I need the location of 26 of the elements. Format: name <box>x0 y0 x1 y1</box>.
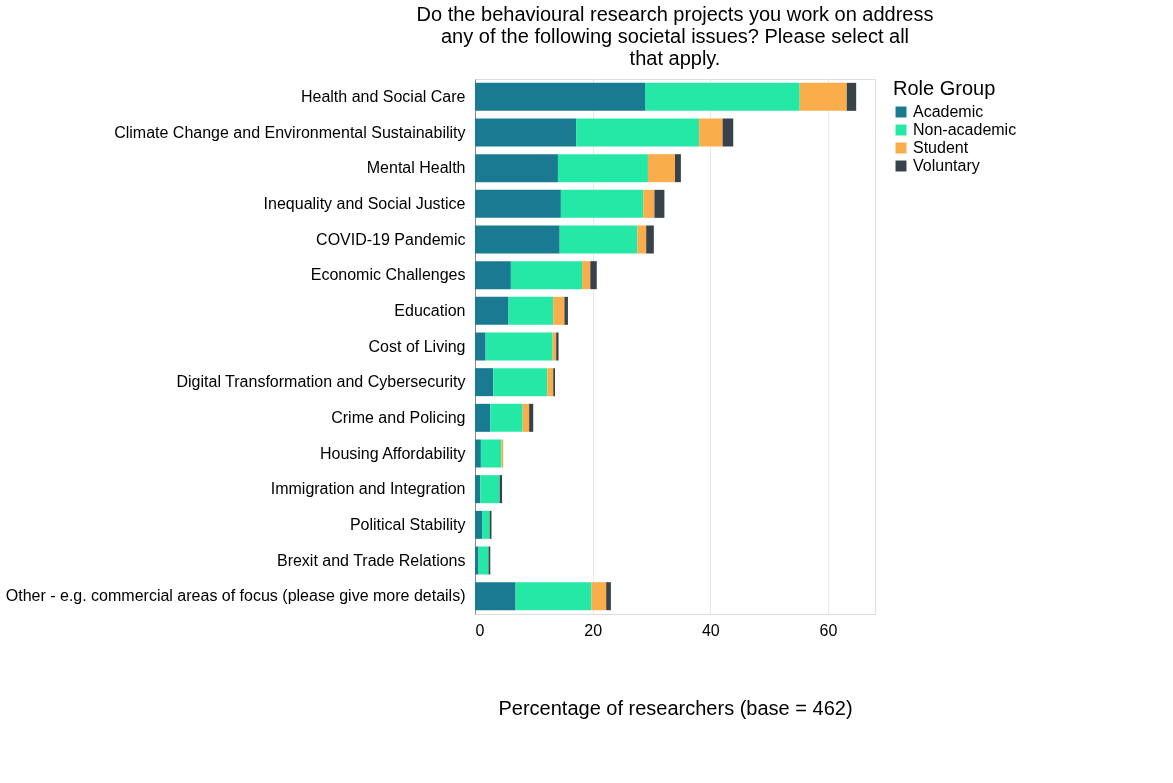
y-tick-label: Education <box>394 301 466 319</box>
y-tick-label: COVID-19 Pandemic <box>316 230 466 248</box>
y-tick-label: Health and Social Care <box>300 87 466 105</box>
x-tick-label: 0 <box>475 621 485 639</box>
legend-label: Voluntary <box>913 157 980 174</box>
y-tick-label: Economic Challenges <box>310 266 466 284</box>
legend-title: Role Group <box>893 77 996 99</box>
y-tick-label: Inequality and Social Justice <box>263 194 466 212</box>
y-tick-label: Housing Affordability <box>319 444 466 462</box>
x-tick-label: 20 <box>584 621 603 639</box>
y-tick-label: Cost of Living <box>368 337 466 355</box>
y-tick-label: Mental Health <box>366 159 466 177</box>
y-tick-label: Other - e.g. commercial areas of focus (please give more details) <box>5 587 466 605</box>
y-tick-label: Digital Transformation and Cybersecurity <box>176 373 466 391</box>
y-tick-label: Political Stability <box>349 515 466 533</box>
legend-label: Student <box>913 139 969 156</box>
y-tick-label: Crime and Policing <box>331 408 466 426</box>
x-tick-label: 40 <box>701 621 720 639</box>
y-tick-label: Immigration and Integration <box>270 480 466 498</box>
chart-title: Do the behavioural research projects you work on address any of the following societal issues? Please select all that apply. <box>416 3 934 69</box>
y-tick-label: Brexit and Trade Relations <box>276 551 466 569</box>
legend-label: Academic <box>913 103 984 120</box>
legend-label: Non-academic <box>913 121 1017 138</box>
x-axis-title: Percentage of researchers (base = 462) <box>498 696 853 719</box>
y-tick-label: Climate Change and Environmental Sustainability <box>114 123 466 141</box>
x-tick-label: 60 <box>819 621 838 639</box>
